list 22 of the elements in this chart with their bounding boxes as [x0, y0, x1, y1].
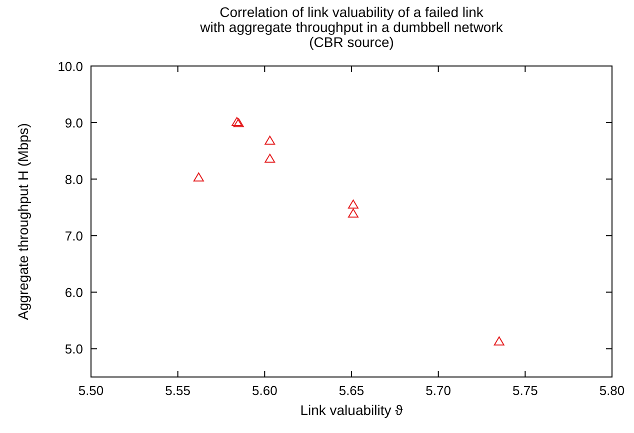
point [264, 154, 276, 163]
x-tick-label: 5.60 [252, 383, 278, 398]
point [264, 136, 276, 145]
y-tick-label: 5.0 [64, 342, 83, 357]
point [348, 200, 358, 209]
x-tick-label: 5.70 [426, 383, 451, 398]
point [193, 172, 204, 182]
y-tick-label: 8.0 [64, 172, 83, 188]
point [348, 208, 358, 218]
x-tick-label: 5.75 [512, 383, 538, 398]
y-tick-label: 9.0 [64, 116, 83, 131]
y-tick-label: 10.0 [58, 59, 83, 74]
y-tick-label: 7.0 [64, 228, 83, 244]
x-tick-label: 5.80 [599, 383, 625, 398]
point [494, 336, 504, 346]
x-tick-label: 5.50 [78, 383, 104, 398]
y-tick-label: 6.0 [64, 285, 83, 300]
y-axis-title: Aggregate throughput H (Mbps) [15, 123, 31, 320]
x-tick-label: 5.55 [165, 383, 190, 398]
chart-title: Correlation of link valuability of a failed link with aggregate throughput in a dumbbell network (CBR source) [199, 4, 504, 50]
x-axis-title: Link valuability ϑ [300, 402, 404, 418]
x-tick-label: 5.65 [338, 383, 364, 398]
